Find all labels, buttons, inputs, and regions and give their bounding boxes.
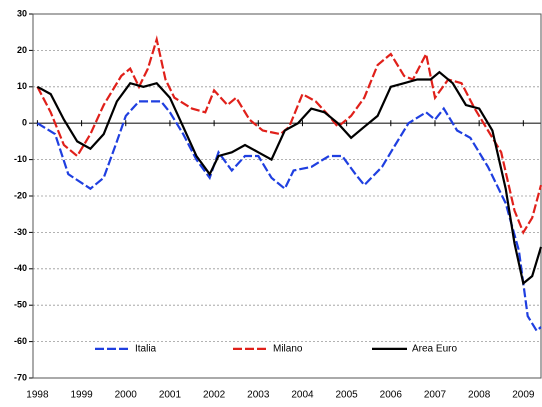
y-tick-label: 30 xyxy=(17,8,27,18)
x-tick-label: 2009 xyxy=(512,390,535,401)
legend-label: Milano xyxy=(273,344,303,355)
x-tick-label: 2005 xyxy=(336,390,359,401)
x-tick-label: 2006 xyxy=(380,390,403,401)
series-line xyxy=(36,100,542,333)
y-tick-label: -20 xyxy=(14,190,27,200)
y-tick-label: -60 xyxy=(14,336,27,346)
y-tick-label: 10 xyxy=(17,81,27,91)
x-tick-label: 2003 xyxy=(247,390,270,401)
y-tick-label: -30 xyxy=(14,227,27,237)
y-tick-label: -70 xyxy=(14,372,27,382)
plot-frame xyxy=(32,13,542,379)
legend-label: Italia xyxy=(135,344,157,355)
x-tick-label: 1998 xyxy=(26,390,49,401)
x-tick-label: 2002 xyxy=(203,390,226,401)
x-tick-label: 2004 xyxy=(291,390,314,401)
y-tick-label: -40 xyxy=(14,263,27,273)
x-tick-label: 2008 xyxy=(468,390,491,401)
y-tick-label: 0 xyxy=(22,118,27,128)
legend-label: Area Euro xyxy=(412,344,457,355)
x-tick-label: 2000 xyxy=(115,390,138,401)
y-tick-label: -10 xyxy=(14,154,27,164)
x-tick-label: 2007 xyxy=(424,390,447,401)
y-tick-label: -50 xyxy=(14,300,27,310)
x-tick-label: 2001 xyxy=(159,390,182,401)
series-line xyxy=(36,70,542,286)
y-tick-label: 20 xyxy=(17,45,27,55)
series-line xyxy=(36,35,542,235)
x-tick-label: 1999 xyxy=(70,390,93,401)
